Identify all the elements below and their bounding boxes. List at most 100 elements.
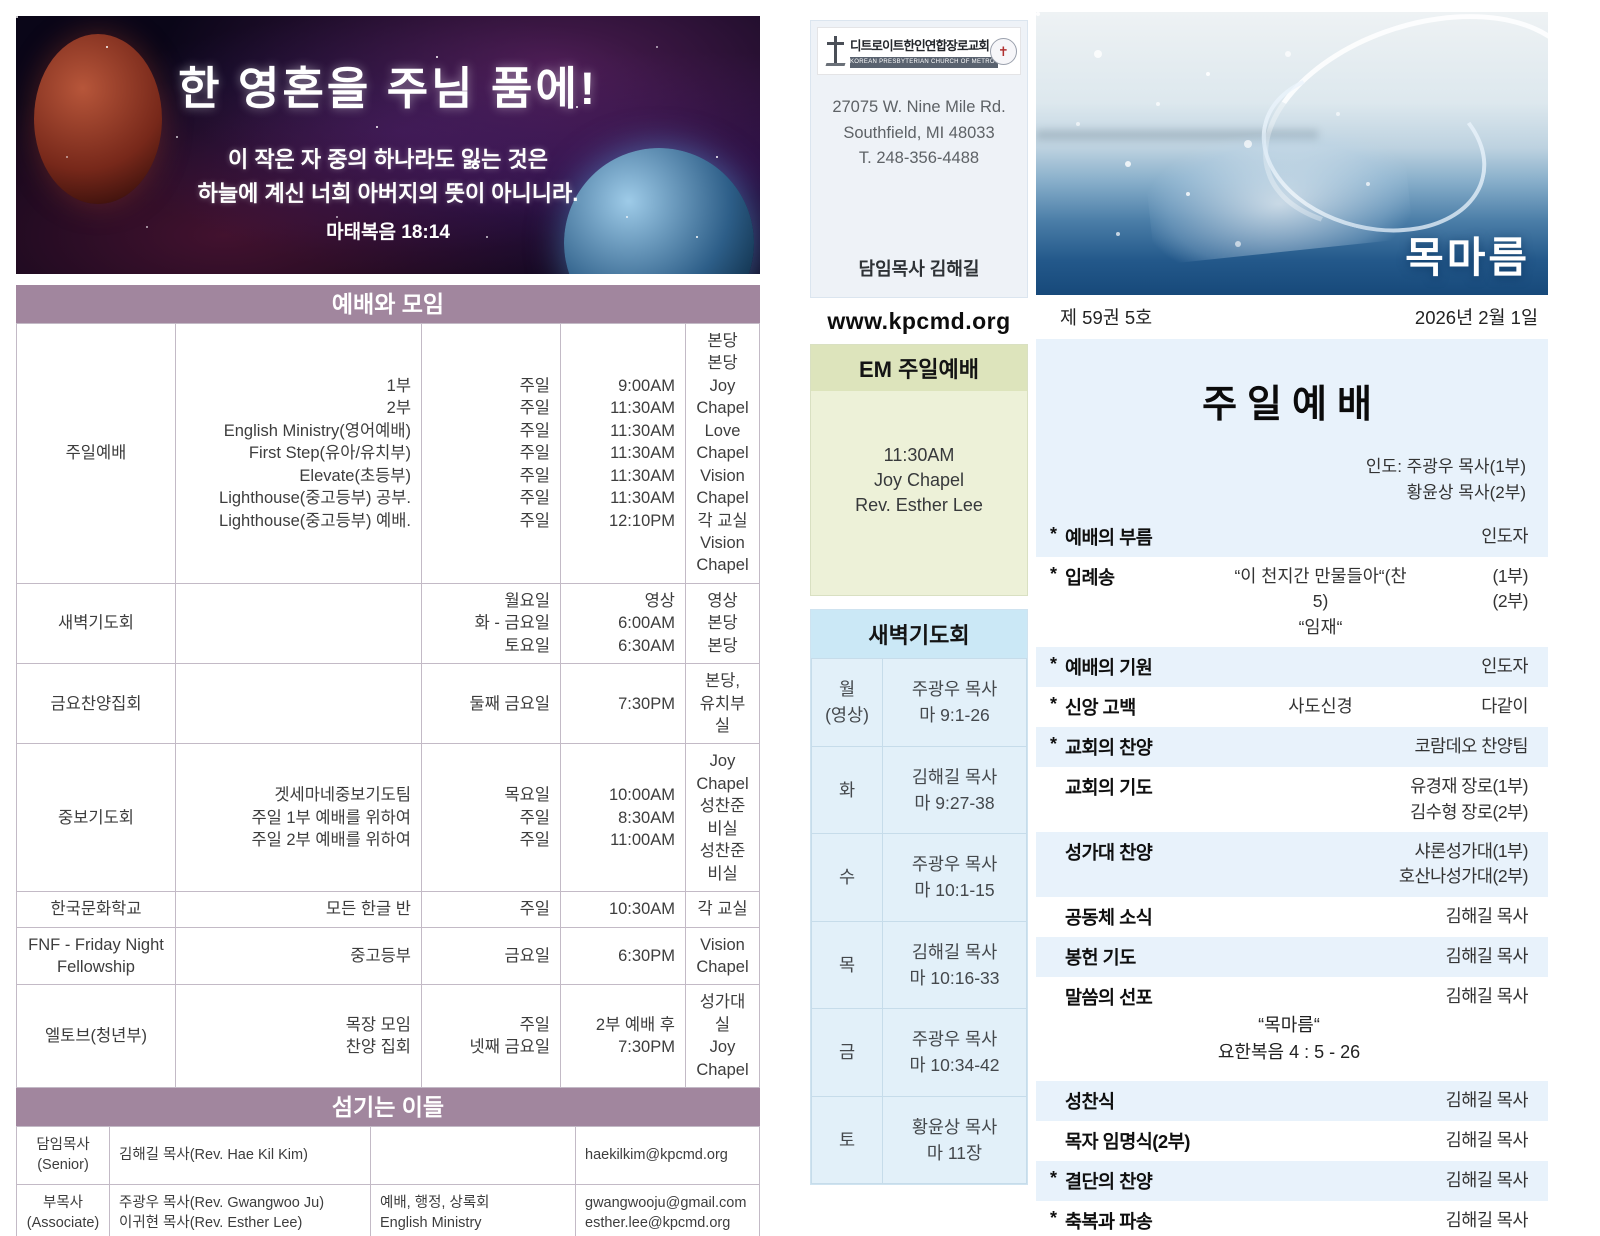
table-row: 월 (영상) 주광우 목사 마 9:1-26: [811, 658, 1027, 747]
issue-date: 2026년 2월 1일: [1414, 307, 1538, 328]
service-time: 6:30PM: [560, 926, 686, 986]
water-graphic: [1036, 130, 1318, 140]
worship-item-label: 성찬식: [1065, 1090, 1115, 1112]
service-time: 10:00AM 8:30AM 11:00AM: [560, 743, 686, 893]
church-info-box: 디트로이트한인연합장로교회 KOREAN PRESBYTERIAN CHURCH…: [810, 20, 1028, 298]
church-english-name: KOREAN PRESBYTERIAN CHURCH OF METRO DETR…: [850, 57, 998, 68]
worship-item: 공동체 소식 김해길 목사: [1036, 896, 1548, 937]
service-name: FNF - Friday Night Fellowship: [16, 926, 176, 986]
dawn-detail: 주광우 목사 마 10:1-15: [882, 833, 1027, 922]
water-drops-graphic: [1036, 12, 1040, 16]
services-table: 주일예배 1부 2부 English Ministry(영어예배) First …: [16, 323, 760, 1089]
worship-item-person: (1부) (2부): [1492, 566, 1529, 612]
dawn-detail: 주광우 목사 마 9:1-26: [882, 658, 1027, 747]
star-marker: *: [1050, 1167, 1058, 1188]
service-time: 9:00AM 11:30AM 11:30AM 11:30AM 11:30AM 1…: [560, 323, 686, 584]
service-day: 주일: [421, 891, 561, 928]
worship-item-detail: 사도신경: [1288, 696, 1353, 717]
star-marker: *: [1050, 564, 1058, 584]
star-marker: *: [1050, 654, 1058, 675]
star-marker: *: [1050, 694, 1058, 715]
worship-item: * 교회의 찬양 코람데오 찬양팀: [1036, 727, 1548, 767]
table-row: FNF - Friday Night Fellowship 중고등부 금요일 6…: [16, 926, 760, 986]
worship-item: 교회의 기도 유경재 장로(1부) 김수형 장로(2부): [1036, 767, 1548, 832]
worship-item: 말씀의 선포 김해길 목사 “목마름“ 요한복음 4 : 5 - 26: [1036, 976, 1548, 1081]
dawn-day: 월 (영상): [811, 658, 883, 747]
service-desc: 중고등부: [175, 926, 422, 986]
table-row: 부목사 (Associate) 주광우 목사(Rev. Gwangwoo Ju)…: [16, 1183, 760, 1236]
dawn-day: 화: [811, 745, 883, 834]
service-desc: [175, 582, 422, 665]
worship-item-person: 인도자: [1481, 656, 1528, 677]
red-planet-graphic: [34, 34, 162, 204]
service-desc: 목장 모임 찬양 집회: [175, 984, 422, 1089]
staff-duties: [370, 1126, 576, 1185]
service-name: 금요찬양집회: [16, 663, 176, 745]
worship-item-label: 공동체 소식: [1065, 906, 1153, 928]
em-service-body: 11:30AM Joy Chapel Rev. Esther Lee: [811, 391, 1027, 595]
table-row: 수 주광우 목사 마 10:1-15: [811, 833, 1027, 922]
service-time: 10:30AM: [560, 891, 686, 928]
staff-role: 담임목사 (Senior): [16, 1126, 110, 1185]
volume-number: 제 59권 5호: [1060, 307, 1153, 328]
table-row: 중보기도회 겟세마네중보기도팀 주일 1부 예배를 위하여 주일 2부 예배를 …: [16, 743, 760, 893]
service-day: 목요일 주일 주일: [421, 743, 561, 893]
staff-role: 부목사 (Associate): [16, 1183, 110, 1236]
church-seal-icon: ✝: [990, 38, 1017, 65]
worship-item-label: 예배의 부름: [1065, 527, 1153, 548]
worship-item-label: 목자 임명식(2부): [1065, 1130, 1190, 1152]
staff-duties: 예배, 행정, 상록회 English Ministry: [370, 1183, 576, 1236]
service-place: 성가대실 Joy Chapel: [685, 984, 760, 1089]
em-service-time: 11:30AM: [883, 445, 955, 465]
dawn-detail: 주광우 목사 마 10:34-42: [882, 1008, 1027, 1097]
banner-verse-line: 하늘에 계신 너희 아버지의 뜻이 아니니라.: [197, 181, 579, 207]
service-day: 둘째 금요일: [421, 663, 561, 745]
service-name: 한국문화학교: [16, 891, 176, 928]
senior-pastor-line: 담임목사 김해길: [858, 259, 980, 279]
worship-item: 성가대 찬양 샤론성가대(1부) 호산나성가대(2부): [1036, 832, 1548, 897]
church-address: 27075 W. Nine Mile Rd. Southfield, MI 48…: [832, 98, 1006, 168]
dawn-day: 목: [811, 920, 883, 1009]
table-row: 한국문화학교 모든 한글 반 주일 10:30AM 각 교실: [16, 891, 760, 928]
worship-item-person: 김해길 목사: [1445, 1169, 1529, 1190]
service-place: 본당, 유치부실: [685, 663, 760, 745]
dawn-day: 토: [811, 1095, 883, 1184]
worship-item-label: 교회의 기도: [1065, 777, 1153, 799]
dawn-detail: 김해길 목사 마 10:16-33: [882, 920, 1027, 1009]
table-row: 토 황윤상 목사 마 11장: [811, 1095, 1027, 1184]
staff-section-header: 섬기는 이들: [16, 1088, 760, 1127]
worship-item: * 신앙 고백 사도신경 다같이: [1036, 687, 1548, 728]
table-row: 금 주광우 목사 마 10:34-42: [811, 1008, 1027, 1097]
table-row: 금요찬양집회 둘째 금요일 7:30PM 본당, 유치부실: [16, 663, 760, 745]
worship-item-label: 축복과 파송: [1065, 1210, 1153, 1232]
service-desc: 1부 2부 English Ministry(영어예배) First Step(…: [175, 323, 422, 584]
worship-item-person: 김해길 목사: [1445, 985, 1529, 1006]
hero-image: 목마름: [1036, 12, 1548, 295]
masthead: 제 59권 5호 2026년 2월 1일: [1036, 295, 1548, 336]
staff-table: 담임목사 (Senior) 김해길 목사(Rev. Hae Kil Kim) h…: [16, 1126, 760, 1236]
star-marker: *: [1050, 524, 1058, 544]
worship-item-person: 김해길 목사: [1445, 1089, 1529, 1110]
worship-item: * 예배의 기원 인도자: [1036, 647, 1548, 687]
banner-scripture-ref: 마태복음 18:14: [326, 222, 450, 244]
table-row: 담임목사 (Senior) 김해길 목사(Rev. Hae Kil Kim) h…: [16, 1126, 760, 1185]
worship-item-label: 성가대 찬양: [1065, 841, 1153, 863]
star-marker: *: [1050, 734, 1058, 755]
banner-text: 한 영혼을 주님 품에! 이 작은 자 중의 하나라도 잃는 것은 하늘에 계신…: [16, 52, 760, 244]
dawn-prayer-table: 월 (영상) 주광우 목사 마 9:1-26 화 김해길 목사 마 9:27-3…: [811, 658, 1027, 1184]
worship-item-label: 봉헌 기도: [1065, 946, 1136, 968]
service-day: 주일 주일 주일 주일 주일 주일 주일: [421, 323, 561, 584]
sermon-title-and-passage: “목마름“ 요한복음 4 : 5 - 26: [1217, 1014, 1361, 1062]
dawn-day: 수: [811, 833, 883, 922]
worship-items: * 예배의 부름 인도자 * 입례송 “이 천지간 만물들아“(찬5) “임재“…: [1036, 517, 1548, 1236]
star-marker: *: [1050, 1207, 1058, 1228]
em-service-box: EM 주일예배 11:30AM Joy Chapel Rev. Esther L…: [810, 344, 1028, 596]
worship-item: * 예배의 부름 인도자: [1036, 517, 1548, 557]
worship-item-person: 김해길 목사: [1445, 1209, 1529, 1230]
em-service-place: Joy Chapel: [873, 470, 965, 491]
worship-item-label: 교회의 찬양: [1065, 737, 1153, 759]
table-row: 엘토브(청년부) 목장 모임 찬양 집회 주일 넷째 금요일 2부 예배 후 7…: [16, 984, 760, 1089]
worship-item-person: 김해길 목사: [1445, 905, 1529, 926]
staff-emails: haekilkim@kpcmd.org: [575, 1126, 760, 1185]
service-desc: 겟세마네중보기도팀 주일 1부 예배를 위하여 주일 2부 예배를 위하여: [175, 743, 422, 893]
